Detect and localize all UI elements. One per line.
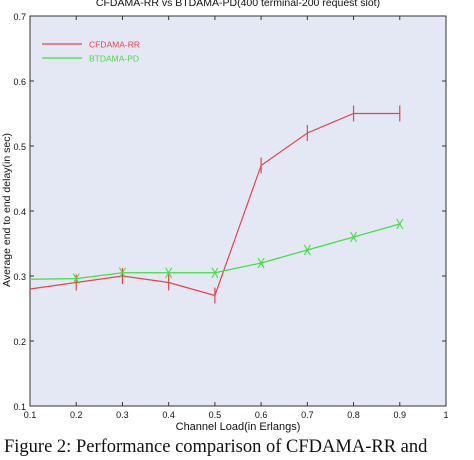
- plot-area: [29, 15, 447, 407]
- series-lines: [29, 105, 404, 304]
- data-point-marker: [211, 267, 219, 279]
- data-point-marker: [118, 267, 126, 279]
- y-tick-label: 0.2: [13, 337, 26, 347]
- x-tick-label: 0.6: [255, 410, 268, 420]
- y-tick-label: 0.1: [13, 402, 26, 412]
- legend: CFDAMA-RR BTDAMA-PD: [42, 40, 140, 64]
- y-tick-label: 0.3: [13, 272, 26, 282]
- x-axis-label: Channel Load(in Erlangs): [175, 421, 301, 433]
- x-tick-label: 0.9: [394, 410, 407, 420]
- y-tick-label: 0.5: [13, 142, 26, 152]
- y-tick-label: 0.4: [13, 207, 26, 217]
- y-tick-label: 0.6: [13, 77, 26, 87]
- x-tick-label: 0.4: [162, 410, 175, 420]
- x-tick-label: 0.5: [209, 410, 222, 420]
- x-tick-label: 0.2: [70, 410, 83, 420]
- figure-caption: Figure 2: Performance comparison of CFDA…: [4, 437, 428, 457]
- data-point-marker: [165, 267, 173, 279]
- data-point-marker: [303, 244, 311, 256]
- legend-label: CFDAMA-RR: [89, 40, 140, 50]
- data-point-marker: [396, 218, 404, 230]
- chart-title: CFDAMA-RR vs BTDAMA-PD(400 terminal-200 …: [95, 0, 381, 9]
- axis-ticks: 0.1 0.2 0.3 0.4 0.5 0.6 0.7 0.8 0.9 1 0.1 0.2 0.3 0.4…: [13, 12, 448, 420]
- x-tick-label: 0.7: [301, 410, 314, 420]
- x-tick-label: 0.3: [116, 410, 129, 420]
- x-tick-label: 0.1: [24, 410, 37, 420]
- legend-label: BTDAMA-PD: [89, 54, 139, 64]
- x-tick-label: 0.8: [347, 410, 360, 420]
- data-point-marker: [350, 231, 358, 243]
- y-tick-label: 0.7: [13, 12, 26, 22]
- x-tick-label: 1: [443, 410, 448, 420]
- y-axis-label: Average end to end delay(in sec): [1, 133, 13, 287]
- data-point-marker: [72, 273, 80, 284]
- data-point-marker: [257, 257, 265, 269]
